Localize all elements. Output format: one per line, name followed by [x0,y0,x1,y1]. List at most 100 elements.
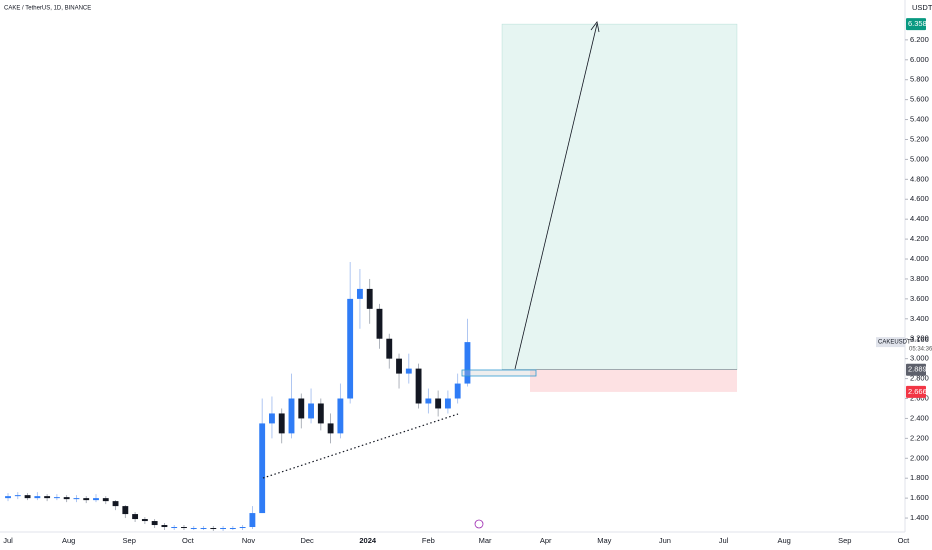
candle-body [396,358,402,374]
candle-body [151,521,158,526]
candle-body [93,498,99,501]
y-tick-label: 3.400 [910,314,929,323]
candle-body [53,497,60,499]
candle-body [24,495,31,499]
candle-body [415,368,422,404]
y-tick-label: 4.600 [910,194,929,203]
y-tick-label: 5.400 [910,115,929,124]
target-tag: 6.358 [908,19,927,28]
candle-body [220,528,227,530]
currency-label: USDT [912,3,932,12]
y-tick-label: 4.400 [910,214,929,223]
candle-body [44,496,51,499]
y-tick-label: 3.200 [910,334,929,343]
x-tick-label: Jul [3,536,13,545]
candle-body [181,527,187,529]
y-tick-label: 3.800 [910,274,929,283]
y-tick-label: 5.800 [910,75,929,84]
x-tick-label: Jul [719,536,729,545]
candle-body [171,527,178,529]
candle-body [190,528,197,530]
candle-body [288,398,295,434]
y-tick-label: 5.600 [910,95,929,104]
candle-body [229,528,236,530]
y-tick-label: 3.600 [910,294,929,303]
candle-body [34,496,41,499]
candle-body [200,528,207,530]
candle-body [444,398,451,409]
candle-body [210,528,217,530]
candle-body [112,501,119,507]
y-tick-label: 1.600 [910,493,929,502]
x-tick-label: Nov [242,536,256,545]
arrow-head [590,21,600,33]
y-tick-label: 4.200 [910,234,929,243]
y-tick-label: 2.800 [910,374,929,383]
x-tick-label: Apr [540,536,552,545]
candle-body [337,398,344,434]
last-price-tag: 3.166 [910,335,929,344]
stop-tag: 2.666 [908,387,927,396]
candle-body [14,495,21,497]
y-tick-label: 2.200 [910,433,929,442]
candle-body [405,368,412,374]
candle-body [386,338,393,359]
y-tick-label: 4.000 [910,254,929,263]
candle-body [141,519,148,522]
candle-body [425,398,432,404]
candle-body [356,288,363,299]
y-tick-label: 5.000 [910,154,929,163]
y-tick-label: 2.000 [910,453,929,462]
candle-body [132,514,139,520]
x-tick-label: Jun [659,536,671,545]
symbol-tag-bg [876,337,905,348]
candle-body [278,413,285,434]
candle-body [63,497,70,500]
chart-title: CAKE / TetherUS, 1D, BINANCE [4,6,91,12]
candle-body [5,496,11,499]
symbol-tag: CAKEUSDT [878,340,911,346]
candle-body [464,342,471,384]
candle-body [269,413,275,424]
candle-body [161,525,168,528]
candle-body [259,423,266,514]
entry-box [461,369,537,377]
y-tick-label: 1.400 [910,513,929,522]
candle-body [327,423,334,434]
candle-body [347,298,354,399]
y-tick-label: 2.400 [910,413,929,422]
countdown: 05:34:36 [909,347,932,353]
candle-body [454,383,461,399]
candle-body [83,498,90,501]
x-tick-label: May [597,536,611,545]
x-tick-label: Mar [479,536,492,545]
candle-body [102,498,109,502]
candle-body [73,498,80,500]
candle-body [249,513,256,528]
candle-body [435,398,442,409]
event-icon [474,519,484,529]
y-tick-label: 6.200 [910,35,929,44]
x-tick-label: Oct [898,536,911,545]
y-tick-label: 4.800 [910,174,929,183]
candle-body [317,403,324,424]
target-arrow [514,23,598,370]
candle-body [366,288,373,309]
y-tick-label: 5.200 [910,134,929,143]
target-tag-bg [906,18,926,31]
x-tick-label: Aug [62,536,75,545]
y-tick-label: 6.000 [910,55,929,64]
profit-zone [501,23,738,370]
candle-body [239,527,246,529]
x-tick-label: 2024 [359,536,377,545]
candle-body [298,398,305,419]
y-tick-label: 3.000 [910,354,929,363]
x-tick-label: Oct [182,536,195,545]
x-tick-label: Feb [422,536,435,545]
x-tick-label: Dec [300,536,314,545]
y-tick-label: 1.800 [910,473,929,482]
candle-body [122,506,129,515]
candle-body [308,403,314,419]
